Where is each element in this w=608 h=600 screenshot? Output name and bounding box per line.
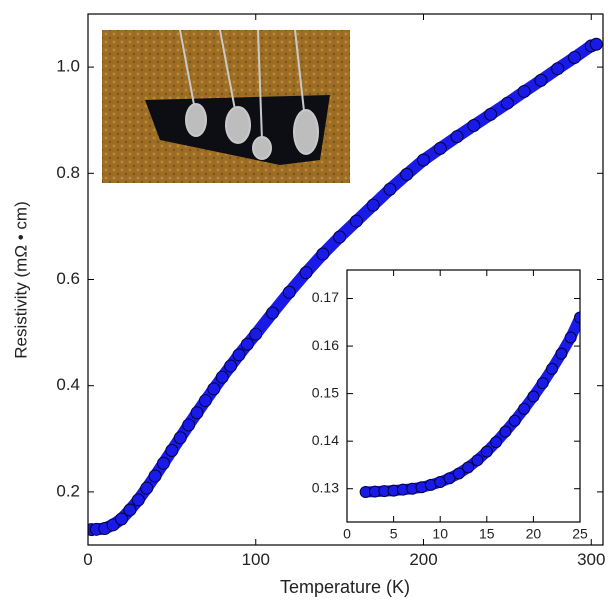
data-point xyxy=(589,37,603,51)
plot-area xyxy=(88,37,603,537)
data-point xyxy=(527,390,540,403)
data-point xyxy=(462,461,475,474)
data-point xyxy=(564,331,577,344)
data-point xyxy=(215,370,229,384)
x-tick-label: 200 xyxy=(409,550,437,569)
data-point xyxy=(182,418,196,432)
y-axis-label: Resistivity (mΩ • cm) xyxy=(11,201,30,358)
data-point xyxy=(232,348,246,362)
data-point xyxy=(517,85,531,99)
data-point xyxy=(198,394,212,408)
data-point xyxy=(452,467,465,480)
x-tick-label: 300 xyxy=(577,550,605,569)
y-tick-label: 0.15 xyxy=(312,384,339,400)
photo xyxy=(102,29,350,183)
data-point xyxy=(508,414,521,427)
data-point xyxy=(299,266,313,280)
data-point xyxy=(443,472,456,485)
y-tick-label: 0.14 xyxy=(312,432,339,448)
data-point xyxy=(249,327,263,341)
data-point xyxy=(536,377,549,390)
data-point xyxy=(417,153,431,167)
data-point xyxy=(400,167,414,181)
y-tick-label: 0.4 xyxy=(56,375,80,394)
data-point xyxy=(115,512,129,526)
data-point xyxy=(546,362,559,375)
data-point xyxy=(165,443,179,457)
x-tick-label: 25 xyxy=(572,525,588,541)
y-tick-label: 0.2 xyxy=(56,481,80,500)
data-point xyxy=(240,337,254,351)
data-point xyxy=(567,51,581,65)
data-point xyxy=(484,107,498,121)
x-tick-label: 100 xyxy=(242,550,270,569)
data-point xyxy=(383,182,397,196)
data-point xyxy=(131,493,145,507)
data-point xyxy=(490,436,503,449)
data-point xyxy=(467,119,481,133)
x-tick-label: 0 xyxy=(83,550,92,569)
data-point xyxy=(156,456,170,470)
data-point xyxy=(282,285,296,299)
data-point xyxy=(499,425,512,438)
data-point xyxy=(333,230,347,244)
data-point xyxy=(316,247,330,261)
plot-area xyxy=(359,311,580,499)
data-point xyxy=(433,141,447,155)
x-axis-label: Temperature (K) xyxy=(280,577,410,597)
data-point xyxy=(123,503,137,517)
data-point xyxy=(534,73,548,87)
data-point xyxy=(266,306,280,320)
x-tick-label: 10 xyxy=(432,525,448,541)
data-point xyxy=(207,382,221,396)
data-point xyxy=(173,431,187,445)
data-point xyxy=(518,402,531,415)
data-point xyxy=(148,469,162,483)
data-point xyxy=(190,406,204,420)
y-tick-label: 0.6 xyxy=(56,269,80,288)
y-tick-label: 1.0 xyxy=(56,57,80,76)
data-point xyxy=(480,445,493,458)
x-tick-label: 5 xyxy=(390,525,398,541)
data-point xyxy=(471,454,484,467)
data-point xyxy=(450,130,464,144)
x-tick-label: 20 xyxy=(526,525,542,541)
data-point xyxy=(551,62,565,76)
y-tick-label: 0.17 xyxy=(312,289,339,305)
data-point xyxy=(574,311,580,324)
x-tick-label: 15 xyxy=(479,525,495,541)
y-tick-label: 0.13 xyxy=(312,479,339,495)
data-point xyxy=(224,359,238,373)
x-tick-label: 0 xyxy=(343,525,351,541)
plot-frame xyxy=(346,269,581,523)
data-point xyxy=(349,214,363,228)
y-tick-label: 0.8 xyxy=(56,163,80,182)
data-point xyxy=(500,96,514,110)
y-tick-label: 0.16 xyxy=(312,337,339,353)
inset-background xyxy=(347,270,580,522)
data-point xyxy=(366,198,380,212)
data-point xyxy=(555,347,568,360)
data-point xyxy=(140,481,154,495)
